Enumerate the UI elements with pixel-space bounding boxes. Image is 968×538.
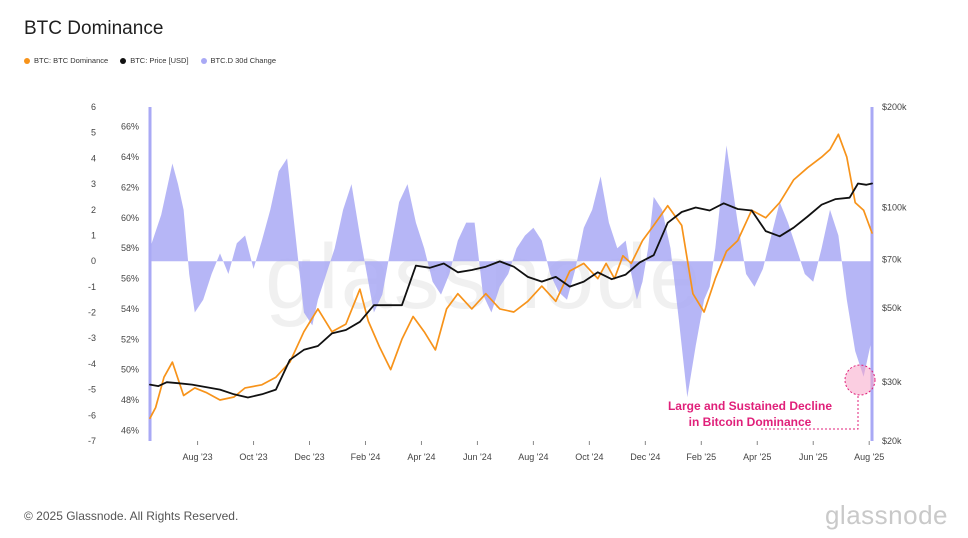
x-tick-8: Dec '24 bbox=[630, 452, 660, 462]
y-tick-inner-5: 56% bbox=[121, 274, 139, 284]
x-tick-2: Dec '23 bbox=[294, 452, 324, 462]
y-tick-outer-4: 2 bbox=[91, 205, 96, 215]
legend-item-dominance[interactable]: BTC: BTC Dominance bbox=[24, 56, 108, 65]
y-tick-inner-1: 64% bbox=[121, 152, 139, 162]
legend-label-price: BTC: Price [USD] bbox=[130, 56, 189, 65]
legend-label-dominance: BTC: BTC Dominance bbox=[34, 56, 109, 65]
series-btc-price-line bbox=[149, 182, 873, 399]
chart-title: BTC Dominance bbox=[24, 18, 164, 39]
series-30d-change-area bbox=[150, 145, 872, 398]
x-tick-0: Aug '23 bbox=[182, 452, 212, 462]
y-tick-outer-6: 0 bbox=[91, 256, 96, 266]
y-tick-right-5: $20k bbox=[882, 436, 902, 446]
y-tick-outer-1: 5 bbox=[91, 128, 96, 138]
y-tick-outer-9: -3 bbox=[88, 333, 96, 343]
y-tick-inner-7: 52% bbox=[121, 334, 139, 344]
decline-highlight-circle bbox=[844, 364, 876, 396]
legend-swatch-purple-icon bbox=[200, 57, 207, 64]
legend: BTC: BTC Dominance BTC: Price [USD] BTC.… bbox=[24, 56, 276, 65]
legend-item-price[interactable]: BTC: Price [USD] bbox=[120, 56, 189, 65]
y-tick-outer-3: 3 bbox=[91, 179, 96, 189]
y-tick-inner-8: 50% bbox=[121, 365, 139, 375]
y-tick-outer-5: 1 bbox=[91, 230, 96, 240]
annotation-line-2: in Bitcoin Dominance bbox=[689, 415, 812, 429]
y-tick-inner-6: 54% bbox=[121, 304, 139, 314]
y-tick-outer-0: 6 bbox=[91, 102, 96, 112]
y-tick-right-2: $70k bbox=[882, 254, 902, 264]
y-tick-right-0: $200k bbox=[882, 102, 907, 112]
y-tick-outer-10: -4 bbox=[88, 359, 96, 369]
y-tick-outer-7: -1 bbox=[88, 282, 96, 292]
y-tick-inner-0: 66% bbox=[121, 122, 139, 132]
y-tick-inner-4: 58% bbox=[121, 243, 139, 253]
y-tick-outer-11: -5 bbox=[88, 385, 96, 395]
annotation-leader-line bbox=[760, 396, 859, 430]
y-tick-inner-3: 60% bbox=[121, 213, 139, 223]
x-tick-7: Oct '24 bbox=[575, 452, 603, 462]
x-tick-4: Apr '24 bbox=[407, 452, 435, 462]
annotation-line-1: Large and Sustained Decline bbox=[668, 399, 832, 413]
x-tick-1: Oct '23 bbox=[239, 452, 267, 462]
legend-item-30d-change[interactable]: BTC.D 30d Change bbox=[200, 56, 276, 65]
glassnode-logo: glassnode bbox=[824, 500, 948, 530]
x-tick-9: Feb '25 bbox=[686, 452, 716, 462]
y-tick-inner-10: 46% bbox=[121, 425, 139, 435]
x-tick-11: Jun '25 bbox=[799, 452, 828, 462]
legend-swatch-orange-icon bbox=[24, 57, 30, 64]
y-tick-inner-9: 48% bbox=[121, 395, 139, 405]
copyright-footer: © 2025 Glassnode. All Rights Reserved. bbox=[24, 509, 239, 523]
y-tick-outer-13: -7 bbox=[88, 436, 96, 446]
y-tick-outer-12: -6 bbox=[88, 410, 96, 420]
legend-label-30d-change: BTC.D 30d Change bbox=[210, 56, 276, 65]
y-tick-right-1: $100k bbox=[882, 203, 907, 213]
legend-swatch-black-icon bbox=[120, 57, 127, 64]
y-tick-right-3: $50k bbox=[882, 303, 902, 313]
x-tick-5: Jun '24 bbox=[463, 452, 492, 462]
series-btc-dominance-line bbox=[149, 133, 873, 420]
x-tick-3: Feb '24 bbox=[351, 452, 381, 462]
x-tick-6: Aug '24 bbox=[518, 452, 548, 462]
x-tick-12: Aug '25 bbox=[854, 452, 884, 462]
y-tick-right-4: $30k bbox=[882, 377, 902, 387]
x-tick-10: Apr '25 bbox=[743, 452, 771, 462]
y-tick-outer-2: 4 bbox=[91, 153, 96, 163]
y-tick-outer-8: -2 bbox=[88, 308, 96, 318]
y-tick-inner-2: 62% bbox=[121, 182, 139, 192]
